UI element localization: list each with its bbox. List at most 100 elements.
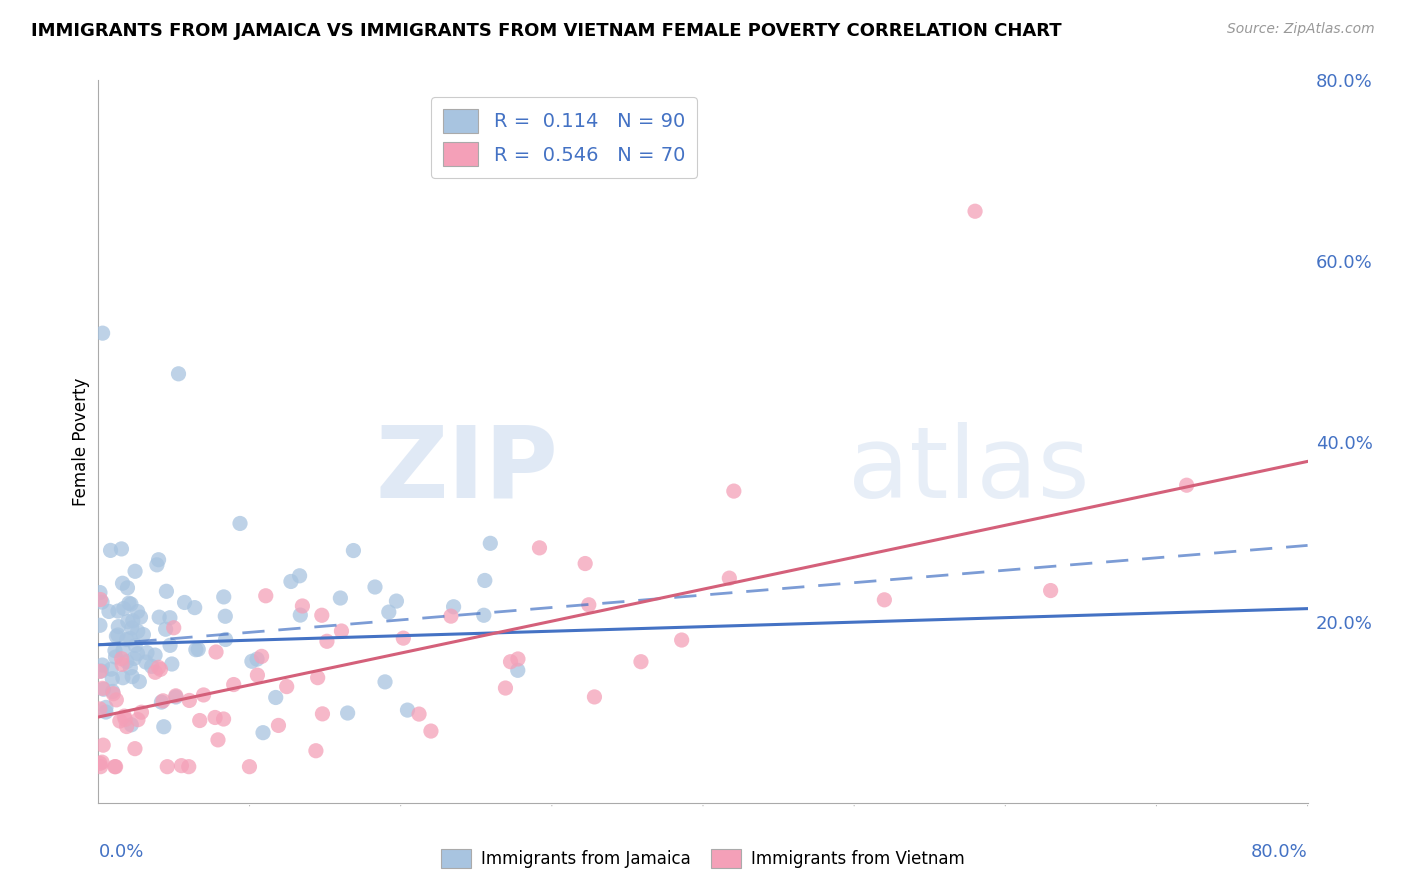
Point <box>108 714 131 728</box>
Point <box>143 665 166 680</box>
Point <box>91 681 114 696</box>
Point <box>1175 478 1198 492</box>
Point <box>91 738 114 752</box>
Point <box>89 592 111 607</box>
Point <box>474 574 496 588</box>
Point <box>149 662 172 676</box>
Point <box>100 543 122 558</box>
Point <box>291 599 314 613</box>
Point <box>214 609 236 624</box>
Point <box>311 608 333 623</box>
Point <box>264 690 287 705</box>
Point <box>443 599 465 614</box>
Text: atlas: atlas <box>848 422 1090 519</box>
Point <box>723 484 745 499</box>
Point <box>177 760 200 774</box>
Point <box>148 553 170 567</box>
Point <box>127 647 149 661</box>
Point <box>89 756 111 771</box>
Point <box>146 558 169 572</box>
Point <box>173 595 195 609</box>
Point <box>583 690 606 704</box>
Point <box>89 585 111 599</box>
Point <box>965 204 987 219</box>
Point <box>115 655 138 669</box>
Point <box>440 609 463 624</box>
Point <box>107 620 129 634</box>
Point <box>94 705 117 719</box>
Point <box>112 601 135 615</box>
Point <box>120 661 142 675</box>
Point <box>329 591 352 605</box>
Point <box>127 605 149 619</box>
Point <box>117 581 139 595</box>
Point <box>246 668 269 682</box>
Legend: Immigrants from Jamaica, Immigrants from Vietnam: Immigrants from Jamaica, Immigrants from… <box>434 843 972 875</box>
Point <box>160 657 183 671</box>
Point <box>385 594 408 608</box>
Point <box>1039 583 1062 598</box>
Point <box>100 662 122 676</box>
Point <box>111 671 134 685</box>
Point <box>97 604 120 618</box>
Point <box>214 632 236 647</box>
Point <box>179 693 201 707</box>
Point <box>118 596 141 610</box>
Point <box>155 622 177 636</box>
Point <box>104 650 127 665</box>
Point <box>630 655 652 669</box>
Point <box>94 700 117 714</box>
Point <box>148 660 170 674</box>
Point <box>107 604 129 618</box>
Point <box>115 632 138 647</box>
Point <box>110 541 132 556</box>
Point <box>254 589 277 603</box>
Point <box>148 610 170 624</box>
Text: ZIP: ZIP <box>375 422 558 519</box>
Point <box>159 638 181 652</box>
Point <box>115 720 138 734</box>
Point <box>91 595 114 609</box>
Point <box>574 557 596 571</box>
Point <box>212 712 235 726</box>
Point <box>127 713 149 727</box>
Point <box>364 580 387 594</box>
Text: 80.0%: 80.0% <box>1251 843 1308 861</box>
Point <box>91 326 114 340</box>
Point <box>90 760 112 774</box>
Point <box>93 682 115 697</box>
Point <box>111 652 134 666</box>
Legend: R =  0.114   N = 90, R =  0.546   N = 70: R = 0.114 N = 90, R = 0.546 N = 70 <box>432 97 696 178</box>
Point <box>117 615 139 629</box>
Point <box>204 710 226 724</box>
Point <box>152 694 174 708</box>
Point <box>873 592 896 607</box>
Point <box>165 690 187 704</box>
Point <box>499 655 522 669</box>
Point <box>330 624 353 638</box>
Point <box>91 755 114 769</box>
Point <box>91 658 114 673</box>
Point <box>578 598 600 612</box>
Point <box>104 760 127 774</box>
Point <box>122 651 145 665</box>
Y-axis label: Female Poverty: Female Poverty <box>72 377 90 506</box>
Point <box>316 634 339 648</box>
Point <box>408 707 430 722</box>
Point <box>104 760 127 774</box>
Point <box>336 706 359 720</box>
Point <box>127 624 149 639</box>
Point <box>107 628 129 642</box>
Point <box>396 703 419 717</box>
Point <box>129 610 152 624</box>
Point <box>152 720 174 734</box>
Point <box>120 632 142 646</box>
Text: Source: ZipAtlas.com: Source: ZipAtlas.com <box>1227 22 1375 37</box>
Point <box>506 652 529 666</box>
Point <box>128 674 150 689</box>
Point <box>90 664 112 678</box>
Point <box>111 576 134 591</box>
Point <box>155 584 177 599</box>
Point <box>183 600 205 615</box>
Point <box>165 689 187 703</box>
